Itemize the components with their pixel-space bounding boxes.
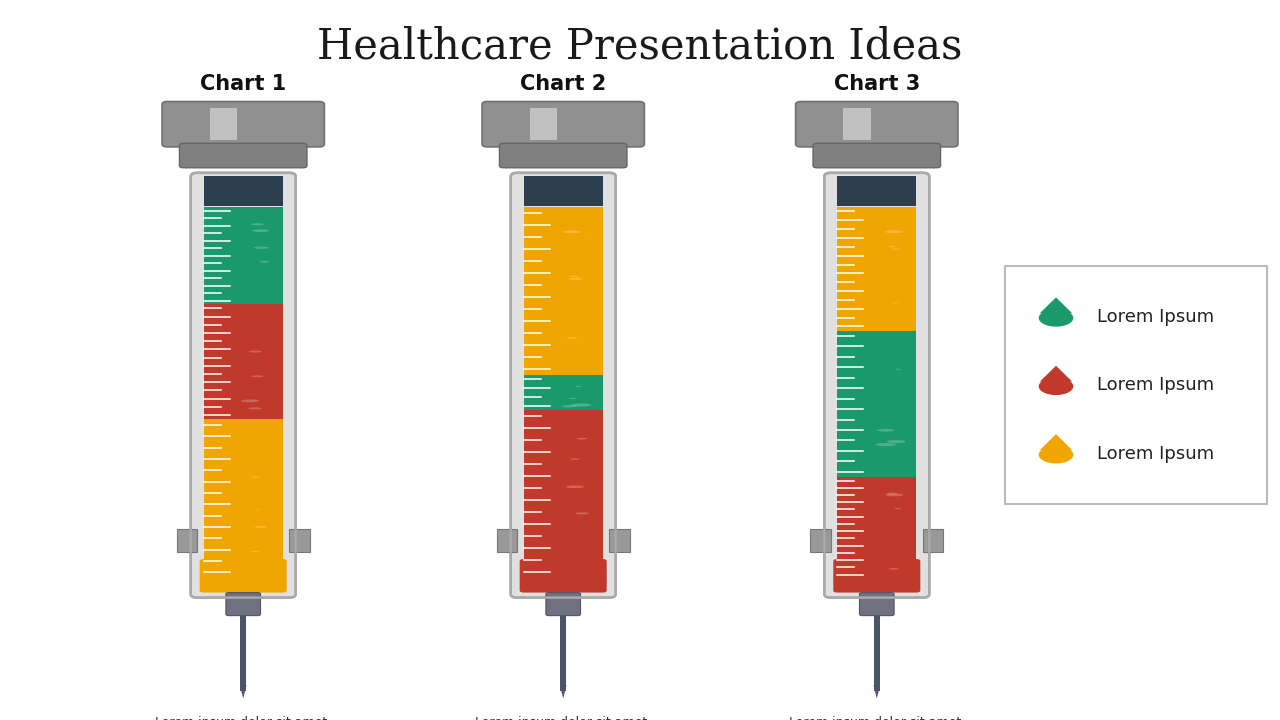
Ellipse shape — [563, 230, 581, 233]
Polygon shape — [239, 685, 247, 698]
FancyBboxPatch shape — [859, 593, 895, 616]
Ellipse shape — [562, 405, 577, 408]
Polygon shape — [559, 685, 567, 698]
Ellipse shape — [248, 408, 262, 410]
Ellipse shape — [251, 223, 264, 225]
FancyBboxPatch shape — [511, 173, 616, 598]
Ellipse shape — [241, 400, 259, 402]
Ellipse shape — [876, 443, 896, 446]
Ellipse shape — [877, 429, 895, 431]
FancyBboxPatch shape — [225, 593, 261, 616]
Bar — [559, 614, 567, 691]
Text: Lorem ipsum dolor sit amet,
consectetur adipiscing elit, sed
do eiusmod.: Lorem ipsum dolor sit amet, consectetur … — [466, 716, 660, 720]
Ellipse shape — [252, 229, 270, 232]
Polygon shape — [1039, 434, 1073, 450]
Ellipse shape — [888, 568, 899, 570]
Text: Chart 2: Chart 2 — [520, 73, 607, 94]
Ellipse shape — [568, 397, 576, 399]
Ellipse shape — [888, 246, 896, 248]
Ellipse shape — [891, 248, 900, 250]
Polygon shape — [1039, 366, 1073, 382]
Polygon shape — [873, 685, 881, 698]
Text: Lorem Ipsum: Lorem Ipsum — [1097, 444, 1215, 463]
FancyBboxPatch shape — [191, 173, 296, 598]
Bar — [810, 529, 831, 552]
Bar — [204, 207, 283, 305]
Bar — [289, 529, 310, 552]
Ellipse shape — [1039, 377, 1073, 395]
FancyBboxPatch shape — [824, 173, 929, 598]
FancyBboxPatch shape — [796, 102, 957, 147]
FancyBboxPatch shape — [499, 143, 627, 168]
Bar — [873, 614, 881, 691]
Ellipse shape — [887, 440, 906, 443]
Bar — [177, 529, 197, 552]
Bar — [497, 529, 517, 552]
Bar — [837, 176, 916, 206]
Ellipse shape — [570, 459, 580, 460]
Ellipse shape — [252, 375, 264, 377]
Bar — [524, 176, 603, 206]
Text: Lorem ipsum dolor sit amet,
consectetur adipiscing elit, sed
do eiusmod.: Lorem ipsum dolor sit amet, consectetur … — [146, 716, 340, 720]
Ellipse shape — [255, 526, 268, 528]
Ellipse shape — [886, 492, 897, 495]
Ellipse shape — [575, 386, 581, 387]
Polygon shape — [1039, 297, 1073, 313]
Ellipse shape — [576, 438, 588, 439]
Ellipse shape — [570, 276, 579, 277]
Ellipse shape — [566, 485, 584, 488]
Bar — [844, 108, 870, 140]
Bar — [204, 305, 283, 419]
Text: Lorem Ipsum: Lorem Ipsum — [1097, 376, 1215, 395]
Text: Healthcare Presentation Ideas: Healthcare Presentation Ideas — [317, 25, 963, 67]
Bar — [204, 419, 283, 578]
Ellipse shape — [895, 508, 901, 509]
Ellipse shape — [892, 302, 899, 304]
Bar — [609, 529, 630, 552]
FancyBboxPatch shape — [200, 559, 287, 593]
FancyBboxPatch shape — [1005, 266, 1267, 504]
Ellipse shape — [884, 230, 904, 233]
Bar — [530, 108, 557, 140]
Ellipse shape — [251, 551, 259, 552]
Ellipse shape — [1039, 310, 1073, 327]
Bar — [239, 614, 247, 691]
Text: Lorem ipsum dolor sit amet,
consectetur adipiscing elit, sed
do eiusmod.: Lorem ipsum dolor sit amet, consectetur … — [780, 716, 974, 720]
Bar — [524, 410, 603, 578]
Bar — [837, 330, 916, 477]
Ellipse shape — [567, 337, 577, 339]
Ellipse shape — [253, 246, 269, 249]
Bar — [204, 176, 283, 206]
Ellipse shape — [568, 278, 584, 280]
Ellipse shape — [886, 494, 904, 496]
FancyBboxPatch shape — [813, 143, 941, 168]
Bar — [210, 108, 237, 140]
Bar — [524, 207, 603, 375]
FancyBboxPatch shape — [179, 143, 307, 168]
Ellipse shape — [248, 351, 262, 353]
FancyBboxPatch shape — [520, 559, 607, 593]
Ellipse shape — [260, 261, 270, 263]
Bar — [837, 477, 916, 578]
Ellipse shape — [571, 403, 591, 407]
FancyBboxPatch shape — [833, 559, 920, 593]
Ellipse shape — [575, 513, 589, 515]
FancyBboxPatch shape — [545, 593, 581, 616]
FancyBboxPatch shape — [483, 102, 644, 147]
Text: Chart 3: Chart 3 — [833, 73, 920, 94]
Text: Chart 1: Chart 1 — [200, 73, 287, 94]
Ellipse shape — [251, 477, 260, 478]
Bar — [524, 375, 603, 410]
Bar — [923, 529, 943, 552]
FancyBboxPatch shape — [163, 102, 324, 147]
Bar — [837, 207, 916, 330]
Ellipse shape — [1039, 446, 1073, 464]
Text: Lorem Ipsum: Lorem Ipsum — [1097, 308, 1215, 326]
